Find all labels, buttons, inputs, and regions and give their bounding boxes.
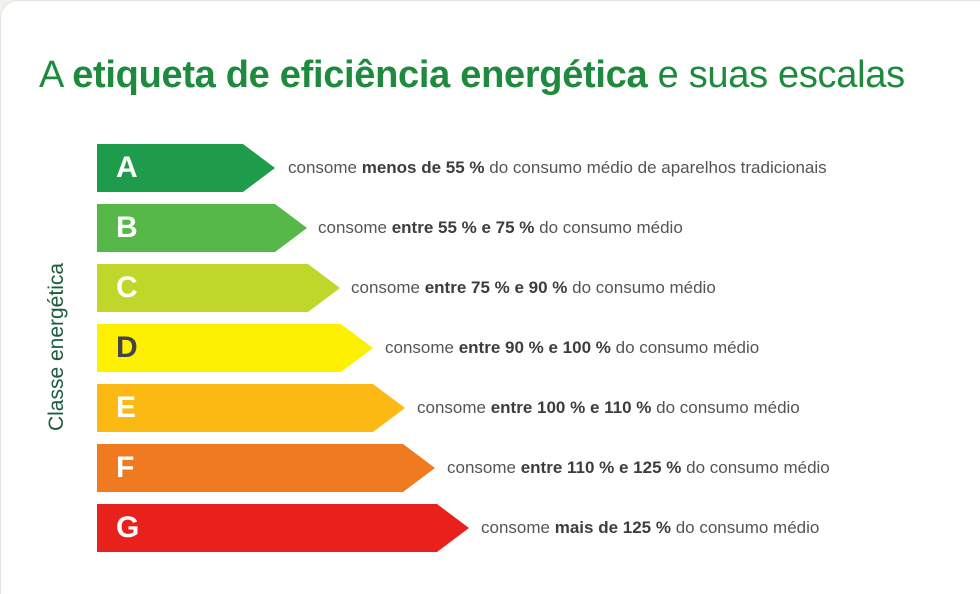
description-suffix: do consumo médio (656, 398, 800, 417)
title-bold: etiqueta de eficiência energética (72, 54, 648, 96)
energy-class-letter-g: G (116, 511, 140, 544)
description-prefix: consome (417, 398, 486, 417)
energy-class-description-f: consome entre 110 % e 125 % do consumo m… (447, 444, 830, 492)
description-highlight: mais de 125 % (554, 518, 671, 537)
description-prefix: consome (481, 518, 550, 537)
description-highlight: entre 55 % e 75 % (391, 218, 535, 237)
energy-class-axis-label: Classe energética (45, 262, 68, 432)
description-highlight: menos de 55 % (361, 158, 485, 177)
description-highlight: entre 75 % e 90 % (424, 278, 568, 297)
energy-class-letter-d: D (116, 331, 138, 364)
description-prefix: consome (288, 158, 357, 177)
description-prefix: consome (447, 458, 516, 477)
description-suffix: do consumo médio (572, 278, 716, 297)
description-prefix: consome (351, 278, 420, 297)
energy-class-description-b: consome entre 55 % e 75 % do consumo méd… (318, 204, 683, 252)
energy-class-description-c: consome entre 75 % e 90 % do consumo méd… (351, 264, 716, 312)
description-prefix: consome (318, 218, 387, 237)
energy-class-letter-e: E (116, 391, 137, 424)
page-title: A etiqueta de eficiência energética e su… (39, 51, 905, 99)
energy-class-letter-a: A (116, 151, 138, 184)
energy-class-arrow-d: D (97, 324, 373, 372)
description-highlight: entre 110 % e 125 % (520, 458, 682, 477)
title-suffix: e suas escalas (657, 54, 905, 96)
description-suffix: do consumo médio (615, 338, 760, 357)
energy-class-letter-f: F (116, 451, 135, 484)
energy-class-description-g: consome mais de 125 % do consumo médio (481, 504, 819, 552)
description-highlight: entre 100 % e 110 % (490, 398, 652, 417)
energy-class-letter-c: C (116, 271, 138, 304)
energy-class-arrow-b: B (97, 204, 307, 252)
energy-class-arrow-e: E (97, 384, 405, 432)
description-suffix: do consumo médio (539, 218, 683, 237)
energy-class-arrow-c: C (97, 264, 340, 312)
description-prefix: consome (385, 338, 454, 357)
description-highlight: entre 90 % e 100 % (458, 338, 611, 357)
energy-class-arrow-f: F (97, 444, 435, 492)
description-suffix: do consumo médio (686, 458, 830, 477)
energy-class-arrow-a: A (97, 144, 275, 192)
title-prefix: A (39, 54, 62, 96)
energy-class-letter-b: B (116, 211, 138, 244)
energy-class-arrow-g: G (97, 504, 469, 552)
energy-class-description-e: consome entre 100 % e 110 % do consumo m… (417, 384, 800, 432)
description-suffix: do consumo médio (675, 518, 820, 537)
energy-class-description-d: consome entre 90 % e 100 % do consumo mé… (385, 324, 759, 372)
energy-class-description-a: consome menos de 55 % do consumo médio d… (288, 144, 827, 192)
description-suffix: do consumo médio de aparelhos tradiciona… (489, 158, 827, 177)
